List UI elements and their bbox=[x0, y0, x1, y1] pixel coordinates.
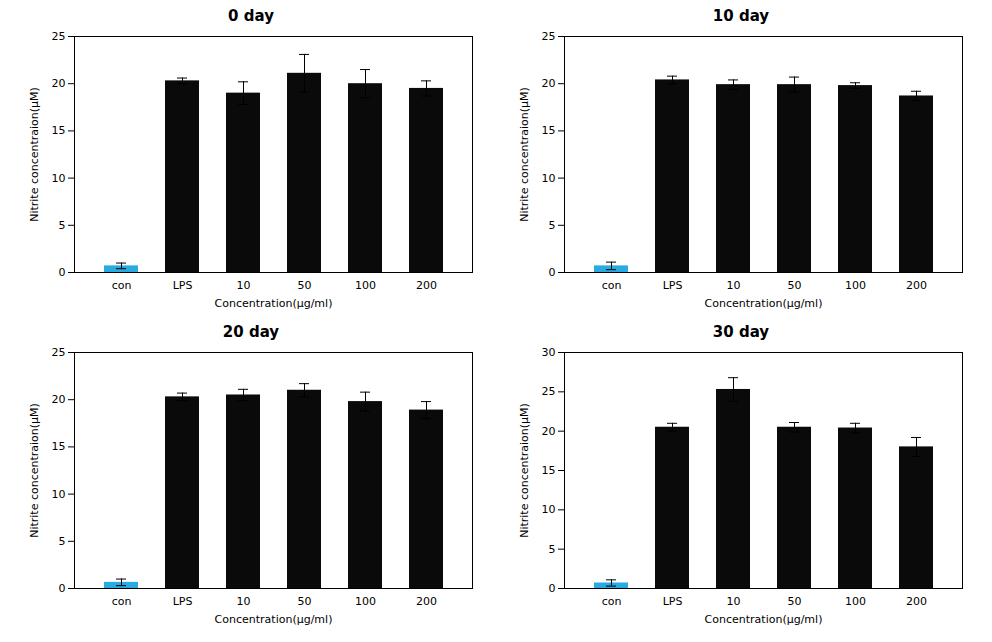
svg-text:50: 50 bbox=[788, 595, 802, 608]
svg-text:Nitrite concentraion(μM): Nitrite concentraion(μM) bbox=[518, 87, 531, 222]
svg-text:10: 10 bbox=[52, 172, 66, 185]
svg-text:10: 10 bbox=[237, 279, 251, 292]
html-text:0 day: 0 day bbox=[228, 7, 274, 25]
svg-text:Concentration(μg/ml): Concentration(μg/ml) bbox=[705, 297, 823, 310]
svg-text:20: 20 bbox=[542, 77, 556, 90]
svg-text:0: 0 bbox=[59, 266, 66, 279]
svg-text:10: 10 bbox=[237, 595, 251, 608]
svg-text:50: 50 bbox=[298, 595, 312, 608]
svg-text:Nitrite concentraion(μM): Nitrite concentraion(μM) bbox=[518, 403, 531, 538]
svg-text:0: 0 bbox=[549, 582, 556, 595]
svg-text:200: 200 bbox=[416, 595, 437, 608]
svg-text:50: 50 bbox=[788, 279, 802, 292]
svg-text:20: 20 bbox=[542, 425, 556, 438]
svg-text:20: 20 bbox=[52, 77, 66, 90]
svg-text:con: con bbox=[112, 595, 132, 608]
html-text:30 day: 30 day bbox=[712, 323, 770, 341]
svg-text:25: 25 bbox=[52, 346, 66, 359]
svg-text:100: 100 bbox=[845, 279, 866, 292]
svg-text:LPS: LPS bbox=[663, 595, 683, 608]
svg-text:5: 5 bbox=[549, 219, 556, 232]
svg-text:200: 200 bbox=[906, 595, 927, 608]
svg-text:25: 25 bbox=[52, 30, 66, 43]
svg-text:20: 20 bbox=[52, 393, 66, 406]
svg-text:Nitrite concentraion(μM): Nitrite concentraion(μM) bbox=[28, 87, 41, 222]
svg-text:LPS: LPS bbox=[173, 595, 193, 608]
html-text:10 day: 10 day bbox=[712, 7, 770, 25]
svg-text:100: 100 bbox=[845, 595, 866, 608]
svg-text:10: 10 bbox=[542, 503, 556, 516]
svg-text:0: 0 bbox=[59, 582, 66, 595]
html-text:20 day: 20 day bbox=[222, 323, 280, 341]
svg-text:25: 25 bbox=[542, 30, 556, 43]
svg-text:LPS: LPS bbox=[663, 279, 683, 292]
svg-text:10: 10 bbox=[727, 279, 741, 292]
svg-text:200: 200 bbox=[906, 279, 927, 292]
svg-text:15: 15 bbox=[542, 124, 556, 137]
svg-text:Nitrite concentraion(μM): Nitrite concentraion(μM) bbox=[28, 403, 41, 538]
svg-text:10: 10 bbox=[52, 488, 66, 501]
svg-text:25: 25 bbox=[542, 385, 556, 398]
svg-text:100: 100 bbox=[355, 595, 376, 608]
svg-text:200: 200 bbox=[416, 279, 437, 292]
svg-text:LPS: LPS bbox=[173, 279, 193, 292]
svg-text:10: 10 bbox=[542, 172, 556, 185]
svg-text:15: 15 bbox=[542, 464, 556, 477]
svg-text:10: 10 bbox=[727, 595, 741, 608]
svg-text:con: con bbox=[112, 279, 132, 292]
svg-text:con: con bbox=[602, 595, 622, 608]
svg-text:5: 5 bbox=[549, 543, 556, 556]
svg-text:100: 100 bbox=[355, 279, 376, 292]
svg-text:15: 15 bbox=[52, 124, 66, 137]
svg-text:5: 5 bbox=[59, 219, 66, 232]
svg-text:15: 15 bbox=[52, 440, 66, 453]
svg-text:5: 5 bbox=[59, 535, 66, 548]
svg-text:50: 50 bbox=[298, 279, 312, 292]
svg-text:Concentration(μg/ml): Concentration(μg/ml) bbox=[215, 613, 333, 626]
svg-text:Concentration(μg/ml): Concentration(μg/ml) bbox=[215, 297, 333, 310]
svg-text:0: 0 bbox=[549, 266, 556, 279]
svg-text:30: 30 bbox=[542, 346, 556, 359]
svg-text:con: con bbox=[602, 279, 622, 292]
svg-text:Concentration(μg/ml): Concentration(μg/ml) bbox=[705, 613, 823, 626]
